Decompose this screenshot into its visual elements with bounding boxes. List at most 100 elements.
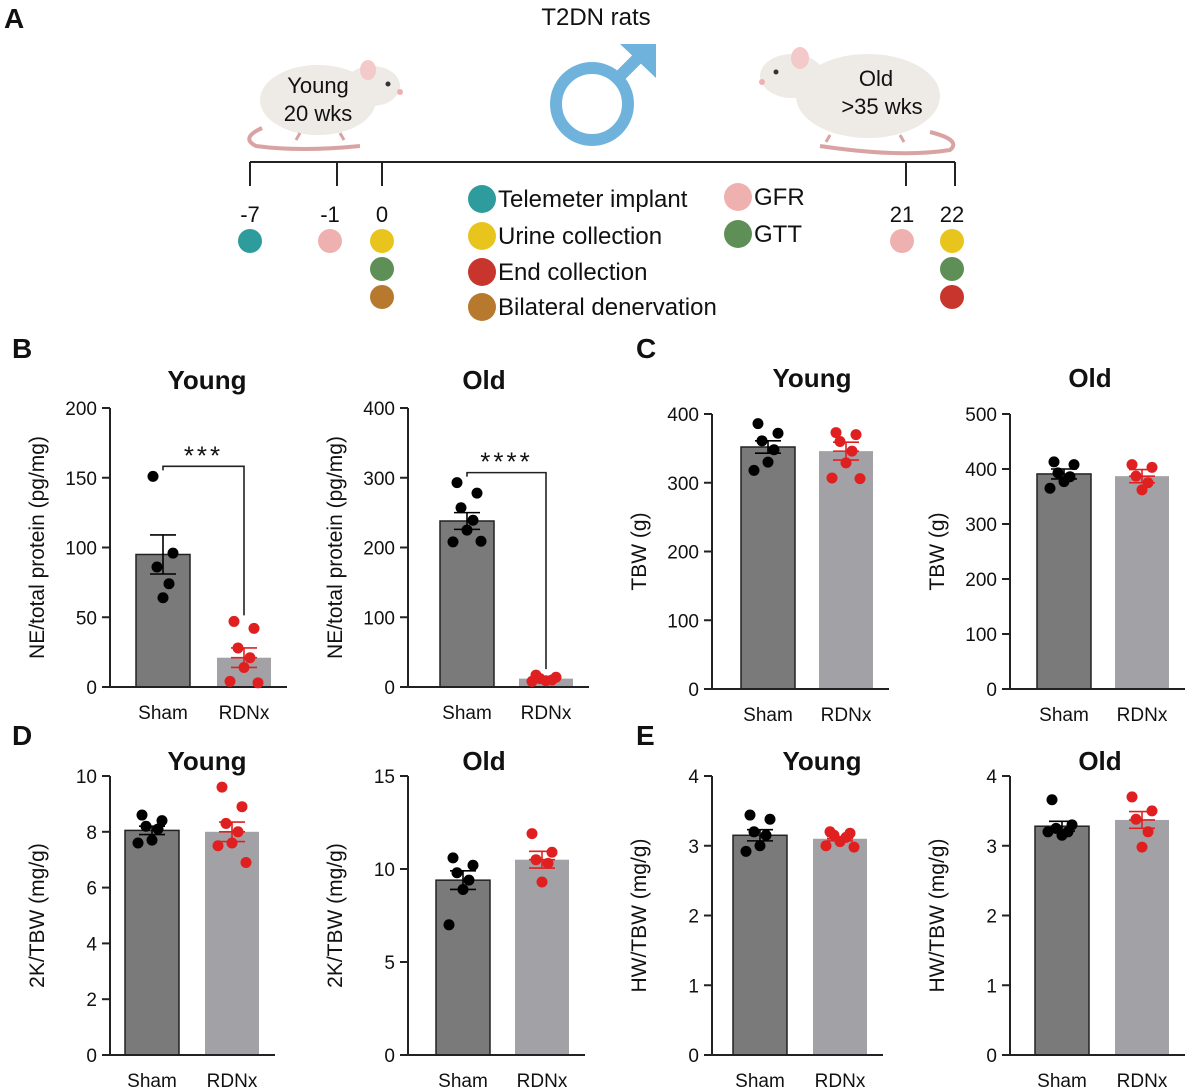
timeline-legend: Telemeter implant Urine collection End col… (468, 183, 805, 321)
x-tick-label: RDNx (1117, 705, 1168, 726)
x-tick-label: Sham (743, 705, 793, 726)
data-point (752, 418, 764, 430)
bar-sham (732, 834, 788, 1056)
data-point (240, 856, 252, 868)
data-point (236, 801, 248, 813)
y-tick-label: 300 (363, 469, 395, 490)
timeline-panel: T2DN rats Young 20 wks (238, 4, 964, 321)
bar-sham (124, 829, 180, 1056)
x-tick-label: Sham (1039, 705, 1089, 726)
data-point (1046, 794, 1058, 806)
data-point (467, 859, 479, 871)
chart-title: Old (1068, 363, 1111, 393)
y-tick-label: 0 (688, 680, 699, 701)
data-point (850, 429, 862, 441)
y-tick-label: 10 (76, 767, 97, 788)
data-point (232, 642, 244, 654)
y-tick-label: 2 (688, 907, 699, 928)
data-point (157, 592, 169, 604)
y-tick-label: 10 (374, 860, 395, 881)
y-tick-label: 0 (384, 678, 395, 699)
legend-swatch (724, 220, 752, 248)
legend-label: End collection (498, 259, 647, 286)
legend-swatch (468, 293, 496, 321)
day-event-dot (238, 229, 262, 253)
data-point (760, 829, 772, 841)
day-event-dot (940, 229, 964, 253)
bar-sham (439, 520, 495, 688)
x-tick-label: RDNx (207, 1071, 258, 1091)
day-event-dot (370, 285, 394, 309)
panel-letter-e: E (636, 720, 655, 751)
data-point (147, 470, 159, 482)
y-axis-label: 2K/TBW (mg/g) (324, 843, 347, 988)
y-tick-label: 4 (86, 934, 97, 955)
x-tick-label: RDNx (219, 703, 270, 724)
legend-swatch (468, 185, 496, 213)
data-point (1058, 476, 1070, 488)
x-tick-label: RDNx (815, 1071, 866, 1091)
y-axis-label: TBW (g) (628, 512, 651, 590)
chart-e-old: Old HW/TBW (mg/g) 0 1 2 3 4 Sham RDNx (926, 746, 1185, 1091)
chart-title: Young (168, 746, 247, 776)
chart-e-young: Young HW/TBW (mg/g) 0 1 2 3 4 Sham RDNx (628, 746, 883, 1091)
data-point (848, 841, 860, 853)
x-tick-label: Sham (127, 1071, 177, 1091)
y-tick-label: 2 (86, 990, 97, 1011)
data-point (820, 840, 832, 852)
legend-label: GFR (754, 184, 805, 211)
y-tick-label: 2 (986, 907, 997, 928)
data-point (754, 840, 766, 852)
data-point (244, 652, 256, 664)
data-point (132, 837, 144, 849)
timeline-title: T2DN rats (541, 4, 650, 31)
bar-sham (135, 553, 191, 688)
data-point (830, 427, 842, 439)
young-rat-illustration: Young 20 wks (247, 60, 403, 151)
y-tick-label: 400 (667, 405, 699, 426)
panel-letters: A B C D E (4, 3, 656, 751)
y-tick-label: 100 (363, 608, 395, 629)
chart-d-young: Young 2K/TBW (mg/g) 0 2 4 6 8 10 Sham RDNx (26, 746, 275, 1091)
y-tick-label: 200 (965, 570, 997, 591)
y-tick-label: 100 (965, 625, 997, 646)
data-point (457, 883, 469, 895)
data-point (526, 675, 538, 687)
day-label: 0 (376, 202, 388, 227)
data-point (1146, 461, 1158, 473)
x-tick-label: RDNx (517, 1071, 568, 1091)
y-axis-label: NE/total protein (pg/mg) (324, 436, 347, 659)
data-point (252, 677, 264, 689)
chart-b-young: Young NE/total protein (pg/mg) 0 50 100 150 20… (26, 365, 287, 724)
y-axis-label: HW/TBW (mg/g) (926, 839, 949, 993)
data-point (451, 867, 463, 879)
bar-sham (740, 446, 796, 690)
data-point (136, 809, 148, 821)
y-tick-label: 400 (965, 460, 997, 481)
data-point (471, 487, 483, 499)
data-point (764, 813, 776, 825)
chart-c-old: Old TBW (g) 0 100 200 300 400 500 Sham RDNx (926, 363, 1185, 726)
y-tick-label: 300 (667, 474, 699, 495)
data-point (1048, 456, 1060, 468)
data-point (467, 514, 479, 526)
day-label: 22 (940, 202, 964, 227)
young-label-line2: 20 wks (284, 101, 352, 126)
y-axis-label: 2K/TBW (mg/g) (26, 843, 49, 988)
data-point (152, 823, 164, 835)
bar-rdnx (515, 859, 569, 1055)
day-label: 21 (890, 202, 914, 227)
x-tick-label: Sham (442, 703, 492, 724)
panel-letter-b: B (12, 333, 32, 364)
bar-sham (1034, 825, 1090, 1056)
data-point (772, 427, 784, 439)
legend-swatch (724, 183, 752, 211)
day-event-dot (370, 229, 394, 253)
data-point (455, 502, 467, 514)
chart-title: Young (783, 746, 862, 776)
y-tick-label: 0 (86, 1046, 97, 1067)
y-tick-label: 300 (965, 515, 997, 536)
bar-sham (1036, 473, 1092, 690)
data-point (1056, 829, 1068, 841)
